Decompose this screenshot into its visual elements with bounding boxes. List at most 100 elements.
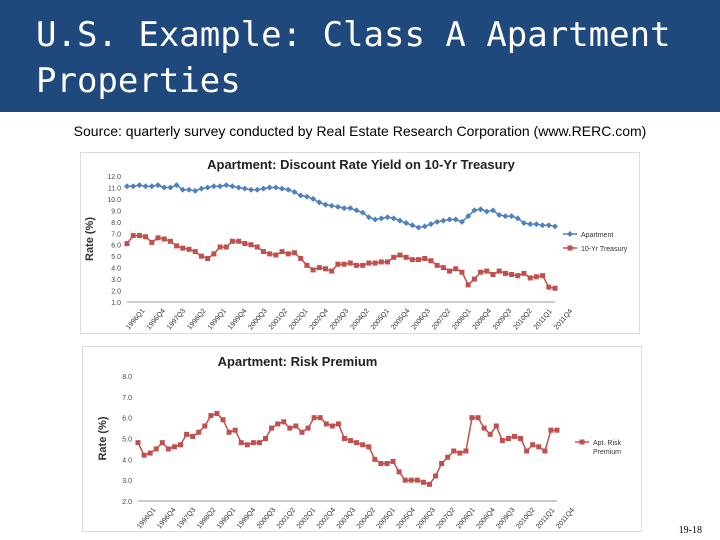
data-point: [241, 185, 248, 192]
data-point: [397, 252, 403, 258]
data-point: [316, 199, 323, 206]
x-tick-label: 2003Q3: [336, 507, 357, 531]
data-point: [285, 186, 292, 193]
x-tick-label: 2011Q4: [555, 507, 576, 530]
data-point: [347, 205, 354, 212]
legend-marker: [567, 231, 573, 237]
data-point: [546, 284, 552, 290]
data-point: [446, 216, 453, 223]
data-point: [415, 224, 422, 231]
data-point: [285, 251, 291, 257]
data-point: [459, 269, 465, 275]
data-point: [514, 215, 521, 222]
data-point: [521, 270, 527, 276]
data-point: [198, 253, 204, 259]
data-point: [179, 186, 186, 193]
data-point: [250, 440, 256, 446]
data-point: [422, 255, 428, 261]
data-point: [180, 245, 186, 251]
data-point: [124, 183, 130, 190]
x-tick-label: 1999Q4: [236, 507, 257, 531]
x-tick-label: 2010Q2: [515, 507, 536, 531]
data-point: [341, 436, 347, 441]
data-point: [153, 446, 159, 452]
data-point: [165, 446, 171, 452]
y-tick-label: 4.0: [111, 266, 121, 273]
data-point: [229, 238, 235, 244]
data-point: [293, 423, 299, 429]
data-point: [184, 431, 190, 437]
y-axis-label: Rate (%): [97, 416, 109, 460]
data-point: [403, 219, 410, 226]
data-point: [299, 429, 305, 435]
data-point: [232, 427, 238, 433]
data-point: [496, 268, 502, 274]
data-point: [214, 411, 220, 416]
legend-label: Apt. Risk: [593, 440, 622, 447]
data-point: [493, 423, 499, 429]
data-point: [390, 215, 397, 222]
x-tick-label: 1998Q2: [186, 308, 207, 332]
x-tick-label: 1999Q4: [227, 308, 248, 332]
data-point: [416, 257, 422, 263]
chart-title: Apartment: Risk Premium: [218, 354, 378, 369]
y-tick-label: 2.0: [122, 499, 132, 506]
data-point: [433, 473, 439, 479]
data-point: [229, 183, 236, 190]
data-point: [256, 440, 262, 446]
data-point: [143, 234, 149, 240]
data-point: [254, 186, 261, 193]
data-point: [298, 255, 304, 261]
y-axis-label: Rate (%): [84, 217, 96, 261]
data-point: [552, 285, 558, 291]
data-point: [155, 182, 162, 189]
data-point: [347, 260, 353, 266]
data-point: [483, 208, 490, 215]
data-point: [291, 250, 297, 256]
data-point: [335, 421, 341, 427]
x-tick-label: 1996Q1: [125, 308, 146, 332]
data-point: [548, 427, 554, 433]
data-point: [527, 221, 534, 228]
legend-marker: [567, 245, 573, 251]
data-point: [396, 217, 403, 224]
data-point: [481, 425, 487, 431]
data-point: [159, 440, 165, 446]
x-tick-label: 1996Q4: [156, 507, 177, 531]
data-point: [272, 184, 279, 191]
data-point: [409, 222, 416, 229]
data-point: [354, 262, 360, 268]
data-point: [372, 260, 378, 266]
y-tick-label: 6.0: [122, 416, 132, 423]
source-note: Source: quarterly survey conducted by Re…: [73, 123, 647, 139]
data-point: [440, 217, 447, 224]
data-point: [484, 268, 490, 274]
x-tick-label: 2005Q1: [376, 507, 397, 531]
risk-premium-chart: Apartment: Risk Premium Rate (%) 2.0 3.0 4.0…: [82, 346, 642, 532]
data-point: [434, 262, 440, 268]
data-point: [487, 431, 493, 437]
data-point: [335, 261, 341, 267]
data-point: [161, 184, 168, 191]
data-point: [208, 413, 214, 419]
x-tick-label: 2006Q3: [416, 507, 437, 531]
data-point: [273, 252, 279, 258]
x-tick-label: 2001Q2: [268, 308, 289, 332]
data-point: [323, 421, 329, 427]
data-point: [463, 448, 469, 454]
data-point: [396, 469, 402, 475]
y-tick-label: 11.0: [108, 185, 121, 192]
data-point: [552, 223, 558, 230]
data-point: [533, 274, 539, 280]
data-point: [248, 186, 255, 193]
legend-label: Apartment: [581, 232, 613, 239]
x-tick-label: 1999Q1: [207, 308, 228, 332]
x-tick-label: 2006Q3: [411, 308, 432, 332]
data-point: [248, 242, 254, 248]
data-point: [205, 255, 211, 261]
data-point: [384, 214, 391, 221]
y-tick-label: 7.0: [122, 395, 132, 402]
data-point: [409, 257, 415, 263]
data-point: [372, 216, 379, 223]
y-tick-label: 10.0: [107, 197, 121, 204]
